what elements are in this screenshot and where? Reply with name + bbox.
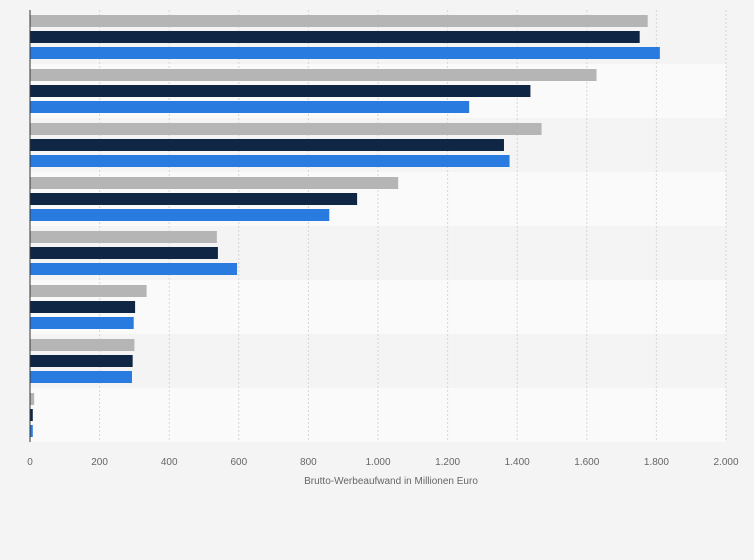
bar[interactable] bbox=[30, 231, 217, 243]
bar[interactable] bbox=[30, 139, 504, 151]
x-tick-label: 400 bbox=[161, 457, 178, 468]
bar[interactable] bbox=[30, 247, 218, 259]
bar[interactable] bbox=[30, 101, 470, 113]
bar[interactable] bbox=[30, 193, 358, 205]
x-tick-label: 1.800 bbox=[644, 457, 669, 468]
x-tick-label: 1.400 bbox=[505, 457, 530, 468]
bar[interactable] bbox=[30, 301, 136, 313]
bar[interactable] bbox=[30, 123, 542, 135]
x-tick-label: 1.200 bbox=[435, 457, 460, 468]
bar[interactable] bbox=[30, 371, 132, 383]
bar[interactable] bbox=[30, 393, 35, 405]
bar[interactable] bbox=[30, 409, 33, 421]
bar[interactable] bbox=[30, 355, 133, 367]
x-tick-label: 1.000 bbox=[365, 457, 390, 468]
bar[interactable] bbox=[30, 425, 33, 437]
x-tick-label: 800 bbox=[300, 457, 317, 468]
bar[interactable] bbox=[30, 285, 147, 297]
x-tick-label: 1.600 bbox=[574, 457, 599, 468]
bar[interactable] bbox=[30, 339, 135, 351]
bar[interactable] bbox=[30, 85, 531, 97]
bar[interactable] bbox=[30, 155, 510, 167]
bar[interactable] bbox=[30, 31, 640, 43]
bar[interactable] bbox=[30, 317, 134, 329]
x-tick-label: 600 bbox=[230, 457, 247, 468]
bar[interactable] bbox=[30, 47, 660, 59]
bar[interactable] bbox=[30, 209, 330, 221]
x-axis-title: Brutto-Werbeaufwand in Millionen Euro bbox=[304, 476, 478, 487]
bar[interactable] bbox=[30, 15, 648, 27]
bar[interactable] bbox=[30, 177, 399, 189]
x-tick-label: 2.000 bbox=[713, 457, 738, 468]
x-tick-label: 200 bbox=[91, 457, 108, 468]
x-tick-label: 0 bbox=[27, 457, 33, 468]
bar[interactable] bbox=[30, 69, 597, 81]
bar[interactable] bbox=[30, 263, 238, 275]
